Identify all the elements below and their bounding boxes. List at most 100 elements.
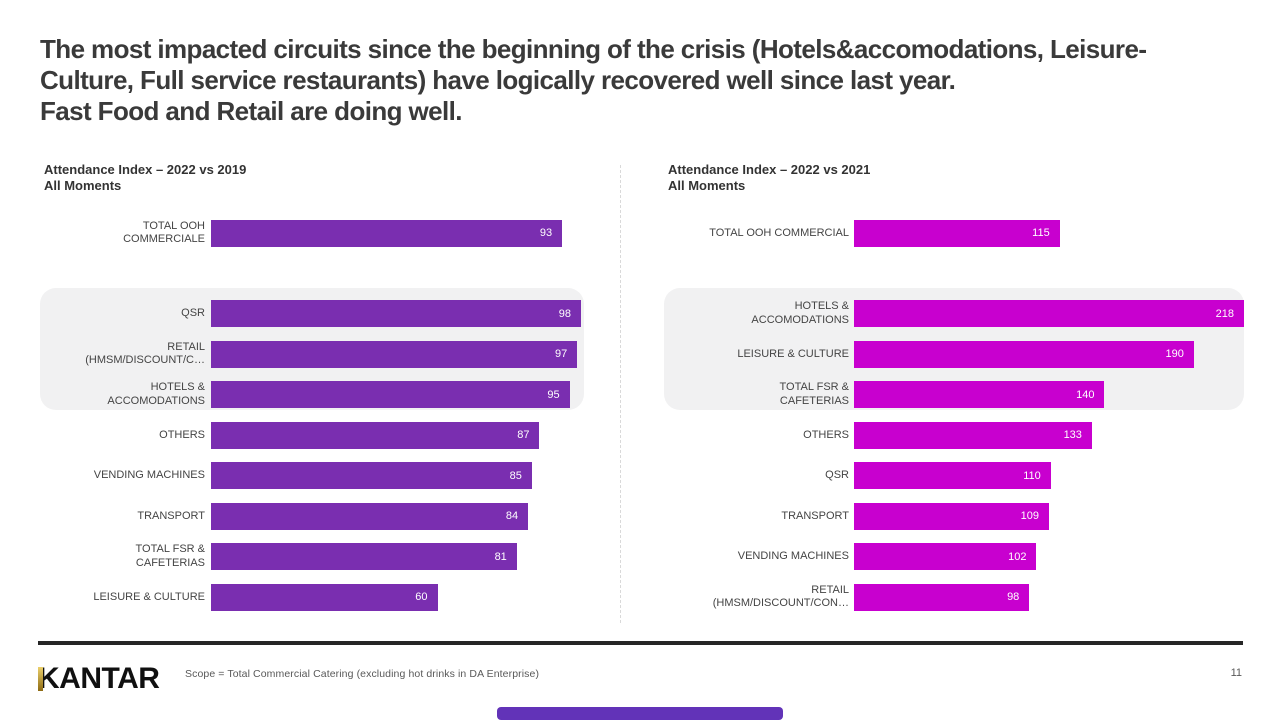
kantar-logo-text: KANTAR	[38, 662, 160, 695]
left-bar-chart: TOTAL OOH COMMERCIALE 93 QSR 98 RETAIL (HMSM…	[40, 213, 584, 618]
bar-track: 109	[854, 502, 1244, 530]
value-label: 60	[415, 591, 428, 604]
bar: 102	[854, 543, 1037, 571]
category-label: OTHERS	[159, 428, 205, 441]
category-label: TOTAL FSR & CAFETERIAS	[135, 543, 205, 569]
bar: 87	[211, 421, 540, 449]
value-label: 190	[1165, 348, 1184, 361]
value-label: 81	[494, 550, 507, 563]
right-bar-chart: TOTAL OOH COMMERCIAL 115 HOTELS & ACCOMODA…	[664, 213, 1244, 618]
value-label: 98	[1007, 591, 1020, 604]
left-chart-subtitle: All Moments	[44, 178, 122, 193]
bar: 190	[854, 340, 1194, 368]
value-label: 115	[1032, 227, 1050, 240]
bar-track: 87	[211, 421, 581, 449]
category-label: LEISURE & CULTURE	[93, 590, 205, 603]
bar: 95	[211, 381, 570, 409]
category-label: QSR	[181, 307, 205, 319]
bar-track: 115	[854, 219, 1244, 247]
bar: 110	[854, 462, 1051, 490]
slide-title-line-2: Culture, Full service restaurants) have …	[40, 65, 956, 95]
bar-row: LEISURE & CULTURE 190	[664, 334, 1244, 375]
bar-track: 60	[211, 583, 581, 611]
bar-row: QSR 98	[40, 294, 584, 335]
bar: 93	[211, 219, 563, 247]
category-label: HOTELS & ACCOMODATIONS	[751, 300, 849, 326]
bar-row: QSR 110	[664, 456, 1244, 497]
bar: 98	[854, 583, 1030, 611]
footer-rule	[38, 641, 1243, 645]
bar-row: TOTAL FSR & CAFETERIAS 81	[40, 537, 584, 578]
bar-row: TOTAL OOH COMMERCIALE 93	[40, 213, 584, 254]
bar: 84	[211, 502, 529, 530]
slide-title: The most impacted circuits since the beg…	[40, 34, 1266, 127]
value-label: 218	[1215, 307, 1234, 320]
bar-row: LEISURE & CULTURE 60	[40, 577, 584, 618]
bar-row: RETAIL (HMSM/DISCOUNT/CON… 98	[664, 577, 1244, 618]
category-label: VENDING MACHINES	[737, 550, 849, 562]
bar-track: 110	[854, 462, 1244, 490]
bottom-accent-bar	[497, 707, 783, 720]
right-chart-subtitle: All Moments	[668, 178, 746, 193]
bar: 218	[854, 300, 1244, 328]
value-label: 133	[1063, 429, 1082, 442]
bar-track: 218	[854, 300, 1244, 328]
bar-row: OTHERS 87	[40, 415, 584, 456]
slide-title-line-3: Fast Food and Retail are doing well.	[40, 96, 463, 126]
value-label: 98	[558, 307, 571, 320]
category-label: QSR	[825, 469, 849, 481]
bar-track: 140	[854, 381, 1244, 409]
bar-row: OTHERS 133	[664, 415, 1244, 456]
value-label: 84	[505, 510, 519, 523]
bar: 60	[211, 583, 438, 611]
value-label: 140	[1076, 388, 1095, 401]
category-label: TOTAL OOH COMMERCIALE	[123, 219, 205, 246]
value-label: 95	[547, 388, 560, 401]
bar-row: RETAIL (HMSM/DISCOUNT/C… 97	[40, 334, 584, 375]
value-label: 93	[539, 227, 553, 240]
page-number: 11	[1230, 667, 1242, 679]
bar: 140	[854, 381, 1105, 409]
kantar-logo-gold-stem	[38, 667, 43, 691]
chart-divider-line	[620, 165, 621, 623]
bar-row: VENDING MACHINES 102	[664, 537, 1244, 578]
category-label: RETAIL (HMSM/DISCOUNT/C…	[85, 340, 205, 367]
value-label: 85	[509, 469, 522, 482]
bar-row: VENDING MACHINES 85	[40, 456, 584, 497]
bar-row: TRANSPORT 109	[664, 496, 1244, 537]
bar-track: 98	[854, 583, 1244, 611]
bar-track: 85	[211, 462, 581, 490]
category-label: LEISURE & CULTURE	[737, 347, 849, 360]
slide-title-line-1: The most impacted circuits since the beg…	[40, 34, 1147, 64]
right-chart-title: Attendance Index – 2022 vs 2021	[668, 162, 871, 177]
bar: 98	[211, 300, 581, 328]
bar: 97	[211, 340, 578, 368]
bar-row: TOTAL FSR & CAFETERIAS 140	[664, 375, 1244, 416]
category-label: TRANSPORT	[781, 509, 849, 522]
bar-track: 84	[211, 502, 581, 530]
bar: 81	[211, 543, 517, 571]
bar-row: TRANSPORT 84	[40, 496, 584, 537]
category-label: TOTAL FSR & CAFETERIAS	[779, 381, 849, 407]
bar: 85	[211, 462, 532, 490]
category-label: RETAIL (HMSM/DISCOUNT/CON…	[712, 583, 849, 610]
scope-footnote: Scope = Total Commercial Catering (exclu…	[185, 668, 540, 680]
right-chart-header: Attendance Index – 2022 vs 2021 All Mome…	[668, 162, 870, 194]
bar: 133	[854, 421, 1092, 449]
category-label: TOTAL OOH COMMERCIAL	[709, 226, 849, 239]
bar-track: 133	[854, 421, 1244, 449]
bar-track: 95	[211, 381, 581, 409]
value-label: 102	[1008, 550, 1027, 563]
value-label: 97	[554, 348, 568, 361]
left-chart-header: Attendance Index – 2022 vs 2019 All Mome…	[44, 162, 246, 194]
bar-track: 97	[211, 340, 581, 368]
category-label: VENDING MACHINES	[93, 469, 205, 481]
bar-row: TOTAL OOH COMMERCIAL 115	[664, 213, 1244, 254]
bar-row: HOTELS & ACCOMODATIONS 218	[664, 294, 1244, 335]
left-chart-title: Attendance Index – 2022 vs 2019	[44, 162, 247, 177]
bar-track: 81	[211, 543, 581, 571]
bar-track: 93	[211, 219, 581, 247]
bar-row: HOTELS & ACCOMODATIONS 95	[40, 375, 584, 416]
kantar-logo: KANTAR	[38, 662, 160, 695]
